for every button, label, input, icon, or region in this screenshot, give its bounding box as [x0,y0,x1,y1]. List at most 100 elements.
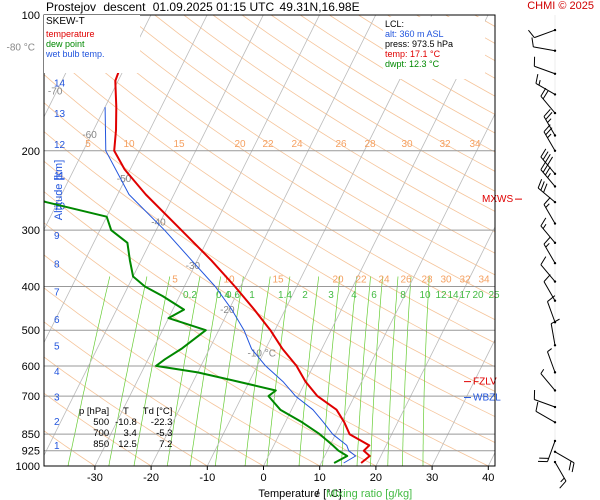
mixing-ratio-line [166,276,201,466]
series-wet-bulb-temp-line [104,107,357,464]
dry-adiabat-label: 34 [469,139,481,150]
wind-barb-flag [535,74,539,84]
wind-barb-flag [547,295,556,302]
dry-adiabat [44,254,377,466]
wind-barb-staff [534,399,556,408]
altitude-tick-label: 7 [54,288,60,299]
temperature-tick-label: -20 [143,472,159,484]
isotherm [44,15,208,344]
mixing-ratio-label: 3 [328,290,334,301]
legend-title: SKEW-T [46,16,85,27]
wind-barb-staff [543,116,556,136]
series-temperatureline [113,15,371,464]
dry-adiabat-label: 30 [401,139,413,150]
altitude-tick-label: 10 [54,201,66,212]
temperature-tick-label: -30 [87,472,103,484]
lcl-dwpt: dwpt: 12.3 °C [385,59,440,69]
isotherm-label: -70 [48,86,63,97]
wind-barb-flag [543,197,551,205]
pressure-tick-label: 400 [22,282,40,294]
isotherm [44,15,96,118]
dry-adiabat-label: 5 [85,139,91,150]
table-cell: 3.4 [123,428,137,439]
wind-barb-flag [540,148,547,158]
wind-barb-half-flag [542,224,547,229]
legend: SKEW-T temperature dew point wet bulb te… [44,15,140,73]
isotherm [263,15,489,466]
isotherm [44,15,264,457]
dry-adiabats [44,15,495,466]
dry-adiabat [241,15,495,172]
wind-barb-flag [531,37,534,47]
legend-temperature: temperature [46,29,95,39]
mixing-ratio-line [108,276,148,466]
mixing-ratio-label: 6 [371,290,377,301]
table-cell: 700 [93,428,110,439]
dry-adiabat [154,15,495,233]
isotherm [319,113,495,466]
wind-barb-flag [568,460,572,471]
sounding-mode: descent [103,0,146,14]
level-table: p [hPa] T Td [°C] 500 -10.8 -22.3 700 3.… [76,406,175,450]
wind-barb-flag [543,109,551,117]
fzlv-marker: FZLV [473,377,497,388]
wind-barb-staff [543,131,556,152]
altitude-tick-label: 5 [54,341,60,352]
altitude-tick-label: 11 [54,171,65,182]
x-axis-title: Temperature [°C] [258,488,341,500]
header-station: Prostejov descent 01.09.2025 01:15 UTC 4… [46,0,360,14]
mixing-ratio-label: 20 [472,290,484,301]
lcl-title: LCL: [385,19,405,29]
altitude-tick-label: 2 [54,417,60,428]
wind-barb-flag [528,29,535,38]
wind-barb-staff [534,65,556,75]
wind-barb-flag [543,183,548,193]
dry-adiabat [44,102,495,392]
mixing-ratio-line [214,276,244,466]
wind-barb-staff [540,373,556,391]
altitude-tick-label: 6 [54,315,60,326]
dry-adiabat-label: 24 [378,275,390,286]
dry-adiabat-label: 5 [172,275,178,286]
dry-adiabat-label: 32 [439,139,451,150]
wind-barb-flag [544,153,551,163]
altitude-tick-label: 8 [54,260,60,271]
table-cell: -22.3 [150,417,173,428]
temperature-tick-label: 0 [260,472,266,484]
wind-barb-half-flag [538,79,541,86]
table-cell: 7.2 [159,439,173,450]
pressure-tick-label: 500 [22,325,40,337]
pressure-tick-label: 300 [22,225,40,237]
isotherm-label: -60 [82,130,97,141]
wind-barb-half-flag [547,133,552,139]
wind-barb-flag [544,166,551,176]
dry-adiabat-label: 24 [291,139,303,150]
dry-adiabat [44,191,490,466]
dry-adiabat [44,131,495,418]
lcl-box: LCL: alt: 360 m ASL press: 973.5 hPa tem… [383,17,485,79]
isotherms [44,15,495,466]
dry-adiabat-label: 22 [355,275,367,286]
wind-barb-flag [542,163,549,173]
dry-adiabat-label: 26 [400,275,412,286]
sounding-datetime: 01.09.2025 01:15 UTC [152,0,275,14]
wind-barb-flag [542,151,549,160]
isotherm-label: -40 [151,218,166,229]
pressure-tick-label: 200 [22,146,40,158]
wind-barb-staff [540,156,556,175]
mixing-ratio-line [244,276,271,466]
dry-adiabat [125,15,495,254]
profile-series [44,15,371,464]
wind-barb-staff [540,264,556,282]
mixing-ratio-label: 14 [447,290,459,301]
altitude-tick-label: 14 [54,78,66,89]
isotherm [375,225,495,466]
mixing-ratio-line [266,276,291,466]
wind-barb-flag [540,217,547,227]
isotherm-label: -30 [186,261,201,272]
table-cell: -10.8 [115,417,137,428]
dry-adiabat [44,19,495,321]
wind-barb-staff [547,440,556,462]
pressure-tick-label: 850 [22,429,40,441]
isotherm [431,338,495,466]
